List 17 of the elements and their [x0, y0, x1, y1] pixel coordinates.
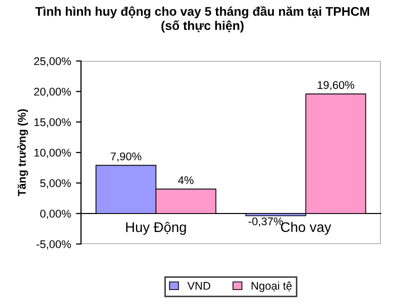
y-tick-label: 0,00%	[40, 210, 71, 219]
legend-label: Ngoại tệ	[252, 282, 292, 292]
y-tick-label: 10,00%	[34, 148, 71, 158]
y-tick-label: 15,00%	[34, 118, 71, 128]
x-tick-label: Cho vay	[281, 222, 332, 235]
legend-label: VND	[187, 282, 210, 290]
chart-title: Tình hình huy động cho vay 5 tháng đầu năm tại TPHCM (số thực hiện)	[35, 6, 370, 32]
y-tick-label: 25,00%	[34, 57, 71, 66]
y-axis-title: Tăng trưởng (%)	[17, 109, 28, 196]
y-tick-label: 20,00%	[34, 88, 71, 97]
y-tick-label: 5,00%	[40, 179, 71, 188]
data-label: 19,60%	[318, 81, 354, 90]
x-tick-label: Huy Động	[126, 222, 186, 235]
data-label: -0,37%	[248, 217, 283, 227]
data-label: 4%	[178, 176, 194, 184]
data-label: 7,90%	[110, 152, 142, 162]
y-tick-label: -5,00%	[36, 240, 71, 250]
